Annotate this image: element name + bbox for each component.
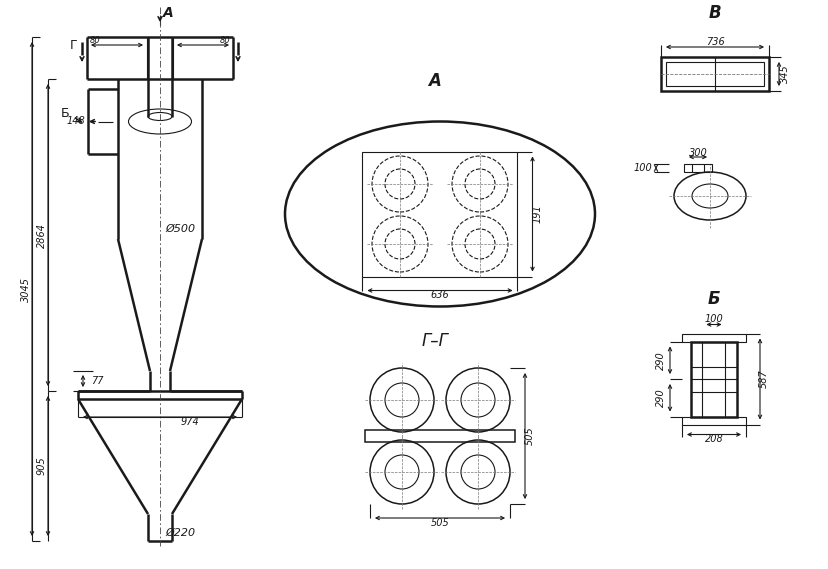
Text: 345: 345	[779, 65, 789, 84]
Text: Г: Г	[70, 39, 78, 52]
Text: 636: 636	[430, 291, 449, 300]
Bar	[660, 57, 768, 91]
Bar	[683, 164, 711, 172]
Text: 100: 100	[633, 163, 651, 173]
Text: В: В	[708, 4, 720, 22]
Text: Б: Б	[60, 107, 70, 120]
Text: 3045: 3045	[21, 277, 31, 302]
Bar	[681, 333, 745, 341]
Text: 905: 905	[37, 457, 47, 475]
Bar	[681, 417, 745, 424]
Text: 80: 80	[89, 35, 100, 44]
Bar	[364, 430, 514, 442]
Text: 300: 300	[688, 148, 706, 158]
Text: 290: 290	[655, 389, 665, 407]
Text: А: А	[428, 72, 440, 90]
Text: 290: 290	[655, 351, 665, 370]
Text: 736: 736	[705, 37, 724, 47]
Bar	[665, 62, 763, 86]
Text: 505: 505	[430, 518, 449, 528]
Text: 208: 208	[704, 434, 723, 443]
Text: Ø500: Ø500	[165, 224, 195, 234]
Text: 505: 505	[524, 427, 534, 446]
Text: 148: 148	[66, 116, 85, 126]
Text: 2864: 2864	[37, 222, 47, 248]
Bar	[362, 151, 517, 277]
Text: 974: 974	[181, 417, 200, 427]
Text: 100: 100	[704, 315, 723, 324]
Text: 77: 77	[91, 376, 104, 386]
Text: Ø220: Ø220	[165, 528, 195, 538]
Text: 80: 80	[219, 35, 230, 44]
Text: Г–Г: Г–Г	[421, 332, 448, 350]
Text: Б: Б	[707, 290, 720, 308]
Bar	[691, 341, 736, 417]
Text: А: А	[162, 6, 173, 20]
Text: 191: 191	[532, 205, 542, 224]
Text: 587: 587	[758, 370, 768, 389]
